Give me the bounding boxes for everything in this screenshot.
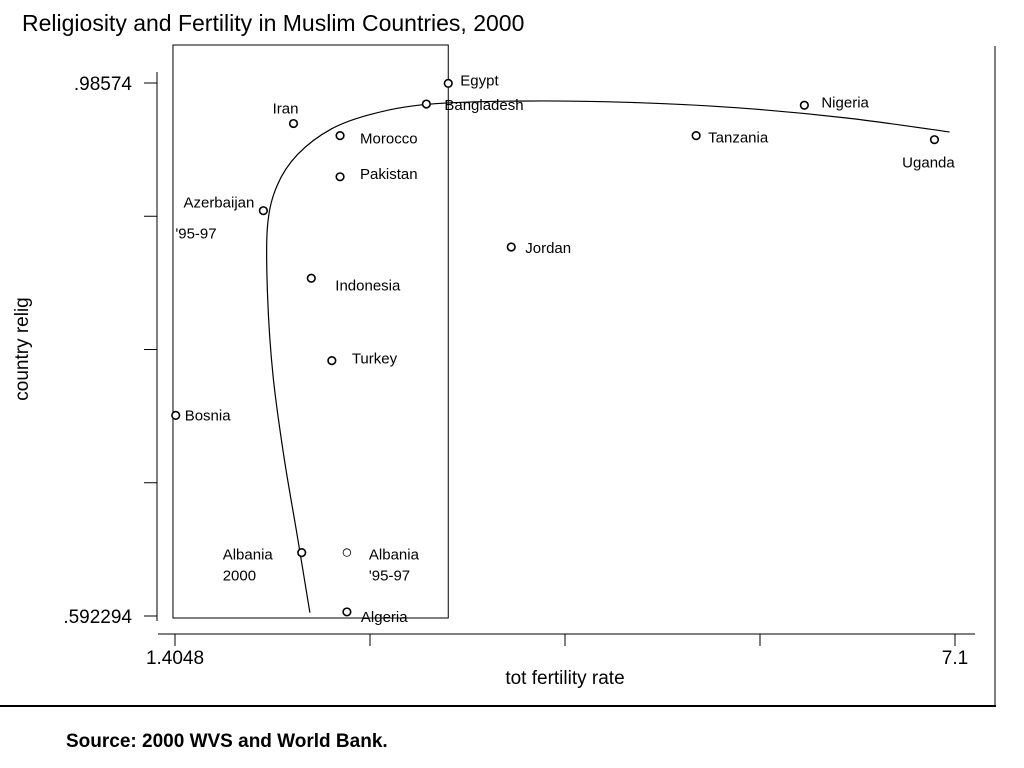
- point-label: '95-97: [369, 568, 410, 585]
- data-point: [443, 78, 453, 88]
- x-tick-label-max: 7.1: [942, 648, 968, 669]
- point-label: Iran: [273, 101, 299, 118]
- data-point: [929, 135, 940, 145]
- y-tick-label-min: .592294: [63, 607, 132, 628]
- point-label: Albania: [223, 547, 274, 564]
- point-label: Albania: [369, 547, 420, 564]
- data-point: [335, 172, 345, 182]
- y-axis-title: country relig: [12, 297, 33, 401]
- y-tick-label-max: .98574: [74, 74, 133, 95]
- data-point: [342, 607, 352, 617]
- point-label: Bosnia: [185, 407, 232, 424]
- fit-curve-line: [265, 100, 950, 613]
- data-point: [691, 131, 701, 141]
- chart-title: Religiosity and Fertility in Muslim Coun…: [22, 10, 525, 36]
- x-tick-label-min: 1.4048: [146, 648, 204, 669]
- point-label: Indonesia: [335, 277, 401, 294]
- point-label: Turkey: [352, 351, 398, 368]
- point-label: '95-97: [175, 226, 216, 243]
- data-point: [335, 131, 345, 141]
- point-label: Bangladesh: [444, 97, 523, 114]
- point-label: Tanzania: [708, 130, 769, 147]
- highlight-box: [172, 44, 449, 619]
- point-label: Azerbaijan: [183, 195, 254, 212]
- data-point: [327, 356, 337, 366]
- point-label: Nigeria: [821, 94, 869, 111]
- data-point: [421, 99, 431, 109]
- x-axis-title: tot fertility rate: [505, 668, 624, 689]
- point-label: 2000: [223, 568, 256, 585]
- data-point: [342, 548, 352, 557]
- point-label: Pakistan: [360, 166, 418, 183]
- data-point: [306, 273, 316, 283]
- data-point: [171, 410, 181, 420]
- data-point: [799, 100, 809, 110]
- point-label: Morocco: [360, 131, 418, 148]
- point-label: Jordan: [525, 240, 571, 257]
- data-point: [297, 547, 307, 558]
- source-note: Source: 2000 WVS and World Bank.: [66, 731, 388, 752]
- point-label: Uganda: [902, 155, 955, 172]
- data-point: [258, 206, 268, 216]
- data-point: [506, 242, 516, 252]
- point-label: Egypt: [460, 72, 499, 89]
- data-point: [288, 118, 299, 129]
- point-label: Algeria: [361, 609, 408, 626]
